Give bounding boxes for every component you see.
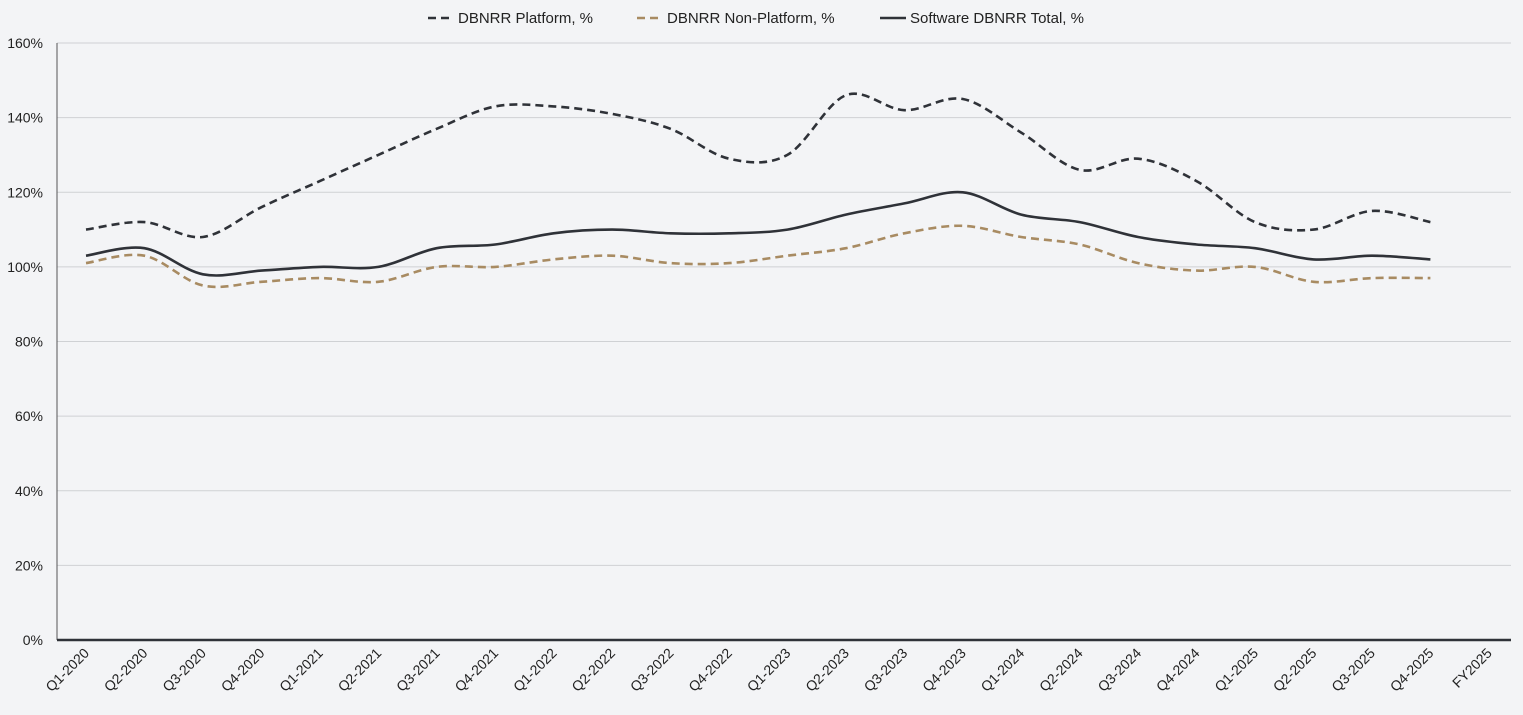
legend: DBNRR Platform, % DBNRR Non-Platform, % So… — [428, 10, 1084, 27]
x-tick-label: Q4-2022 — [685, 645, 735, 695]
x-tick-label: Q3-2024 — [1094, 645, 1144, 695]
series-line-1 — [85, 92, 1431, 239]
y-tick-label: 120% — [7, 184, 43, 200]
x-tick-label: Q4-2025 — [1387, 645, 1437, 695]
x-tick-label: Q1-2022 — [510, 645, 560, 695]
x-tick-label: Q1-2025 — [1211, 645, 1261, 695]
x-tick-label: Q1-2020 — [42, 645, 92, 695]
y-tick-label: 140% — [7, 110, 43, 126]
y-tick-label: 80% — [15, 334, 43, 350]
axes — [56, 43, 1511, 642]
legend-label-3: Software DBNRR Total, % — [910, 10, 1084, 27]
x-tick-label: Q2-2023 — [802, 645, 852, 695]
x-tick-label: Q3-2023 — [861, 645, 911, 695]
legend-label-1: DBNRR Platform, % — [458, 10, 593, 27]
y-tick-label: 40% — [15, 483, 43, 499]
y-axis-ticks: 0% 20% 40% 60% 80% 100% 120% 140% 160% — [7, 35, 43, 648]
x-tick-label: Q3-2025 — [1328, 645, 1378, 695]
x-tick-label: Q4-2020 — [218, 645, 268, 695]
y-tick-label: 60% — [15, 408, 43, 424]
x-tick-label: Q3-2022 — [627, 645, 677, 695]
legend-label-2: DBNRR Non-Platform, % — [667, 10, 835, 27]
x-tick-label: Q4-2024 — [1153, 645, 1203, 695]
series-line-2 — [85, 224, 1431, 289]
x-tick-label: Q2-2022 — [568, 645, 618, 695]
x-tick-label: Q3-2021 — [393, 645, 443, 695]
x-tick-label: Q2-2020 — [101, 645, 151, 695]
series-lines — [85, 92, 1431, 289]
x-tick-label: Q1-2021 — [276, 645, 326, 695]
x-tick-label: FY2025 — [1449, 645, 1495, 691]
y-tick-label: 0% — [23, 632, 43, 648]
x-tick-label: Q4-2023 — [919, 645, 969, 695]
x-tick-label: Q2-2024 — [1036, 645, 1086, 695]
x-tick-label: Q2-2021 — [335, 645, 385, 695]
x-tick-label: Q1-2023 — [744, 645, 794, 695]
y-tick-label: 20% — [15, 557, 43, 573]
gridlines — [57, 42, 1511, 566]
x-tick-label: Q1-2024 — [977, 645, 1027, 695]
x-axis-ticks: Q1-2020 Q2-2020 Q3-2020 Q4-2020 Q1-2021 Q2-20… — [42, 645, 1495, 695]
x-tick-label: Q3-2020 — [159, 645, 209, 695]
x-tick-label: Q4-2021 — [451, 645, 501, 695]
y-tick-label: 100% — [7, 259, 43, 275]
series-line-3 — [85, 190, 1431, 277]
y-tick-label: 160% — [7, 35, 43, 51]
x-tick-label: Q2-2025 — [1270, 645, 1320, 695]
